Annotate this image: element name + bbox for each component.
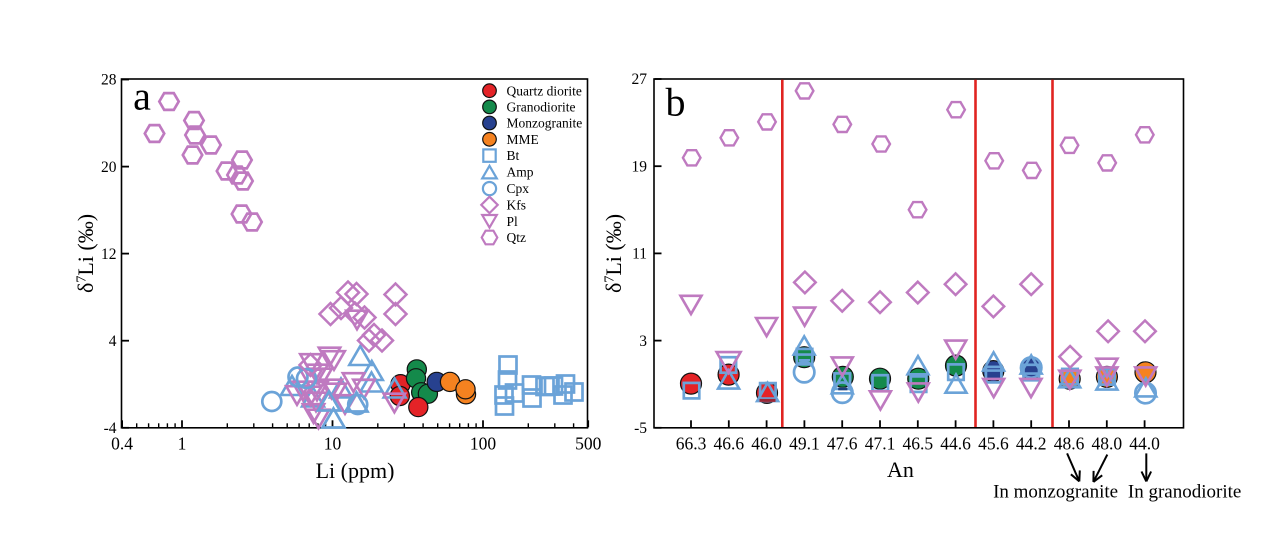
svg-text:45.6: 45.6 (978, 434, 1009, 454)
svg-text:Quartz diorite: Quartz diorite (507, 83, 582, 98)
svg-text:44.2: 44.2 (1016, 434, 1047, 454)
svg-text:In granodiorite: In granodiorite (1128, 482, 1241, 503)
svg-text:47.6: 47.6 (827, 434, 858, 454)
svg-text:Monzogranite: Monzogranite (507, 116, 583, 131)
svg-text:12: 12 (101, 246, 117, 263)
svg-text:MME: MME (507, 132, 539, 147)
svg-text:Qtz: Qtz (507, 230, 527, 245)
svg-text:49.1: 49.1 (789, 434, 820, 454)
svg-text:3: 3 (639, 333, 647, 350)
svg-text:10: 10 (324, 434, 342, 454)
svg-text:100: 100 (470, 434, 497, 454)
svg-text:46.6: 46.6 (713, 434, 744, 454)
svg-text:27: 27 (632, 71, 648, 88)
svg-text:Li (ppm): Li (ppm) (316, 458, 395, 483)
svg-text:Granodiorite: Granodiorite (507, 100, 576, 115)
svg-text:4: 4 (109, 333, 117, 350)
svg-text:46.0: 46.0 (751, 434, 782, 454)
svg-text:48.0: 48.0 (1091, 434, 1122, 454)
svg-text:Cpx: Cpx (507, 181, 530, 196)
svg-text:b: b (666, 80, 686, 125)
svg-text:44.0: 44.0 (1129, 434, 1160, 454)
svg-text:44.6: 44.6 (940, 434, 971, 454)
svg-text:-5: -5 (634, 420, 647, 437)
svg-text:An: An (887, 457, 914, 482)
svg-text:Pl: Pl (507, 214, 519, 229)
svg-text:11: 11 (632, 246, 647, 263)
svg-text:1: 1 (178, 434, 187, 454)
svg-text:47.1: 47.1 (865, 434, 896, 454)
svg-text:48.6: 48.6 (1054, 434, 1085, 454)
svg-text:In monzogranite: In monzogranite (993, 482, 1118, 503)
svg-text:500: 500 (575, 434, 602, 454)
svg-text:19: 19 (632, 158, 648, 175)
svg-text:Kfs: Kfs (507, 198, 527, 213)
svg-text:a: a (133, 74, 151, 119)
svg-text:66.3: 66.3 (676, 434, 707, 454)
svg-text:20: 20 (101, 159, 117, 176)
svg-text:Bt: Bt (507, 148, 520, 163)
svg-text:28: 28 (101, 72, 117, 89)
svg-text:Amp: Amp (507, 165, 534, 180)
svg-text:46.5: 46.5 (902, 434, 933, 454)
svg-text:0.4: 0.4 (111, 434, 133, 454)
